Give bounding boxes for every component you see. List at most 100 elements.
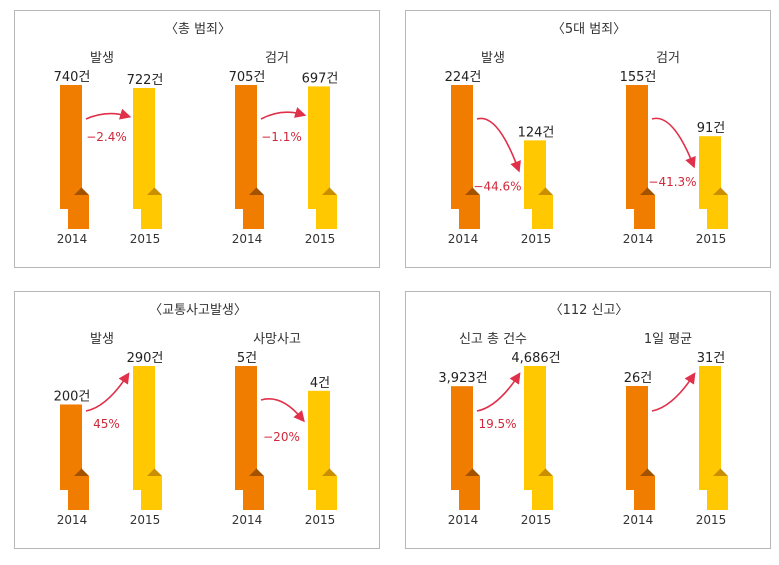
change-arrow xyxy=(85,372,130,412)
panel-112-reports: 〈112 신고〉 신고 총 건수 3,923건 2014 4,686건 2015 19.5%… xyxy=(405,291,771,549)
year-label: 2014 xyxy=(448,232,479,246)
change-percent: −2.4% xyxy=(86,130,127,144)
bar-tab-fold xyxy=(155,469,162,476)
year-label: 2014 xyxy=(623,513,654,527)
chart-title: 〈112 신고〉 xyxy=(550,303,629,318)
bar-2015 xyxy=(308,390,330,490)
bar-fold xyxy=(538,468,546,476)
bar-2014 xyxy=(60,85,82,209)
bar-tab xyxy=(634,476,655,510)
year-label: 2015 xyxy=(305,232,336,246)
bar-2015 xyxy=(308,86,330,209)
bar-fold xyxy=(74,468,82,476)
value-label: 26건 xyxy=(624,371,653,386)
bar-tab-fold xyxy=(330,188,337,195)
year-label: 2014 xyxy=(623,232,654,246)
bar-fold xyxy=(713,187,721,195)
change-percent: 19.5% xyxy=(478,417,516,431)
group-subtitle: 신고 총 건수 xyxy=(459,332,527,347)
bar-2015 xyxy=(699,136,721,209)
chart-title: 〈교통사고발생〉 xyxy=(149,303,247,318)
change-percent: −1.1% xyxy=(261,130,302,144)
value-label: 200건 xyxy=(54,389,91,404)
bar-fold xyxy=(249,187,257,195)
value-label: 124건 xyxy=(518,125,555,140)
bar-fold xyxy=(465,468,473,476)
panel-five-major-crimes: 〈5대 범죄〉 발생 224건 2014 124건 2015 −44.6% 검거 155건 201… xyxy=(405,10,771,268)
group-subtitle: 검거 xyxy=(265,51,289,66)
bar-2015 xyxy=(524,366,546,490)
bar-2014 xyxy=(235,366,257,490)
bar-tab-fold xyxy=(82,188,89,195)
bar-tab xyxy=(707,195,728,229)
bar-tab xyxy=(68,195,89,229)
bar-tab xyxy=(316,195,337,229)
change-arrow xyxy=(476,372,521,412)
bar-tab-fold xyxy=(721,469,728,476)
bar-tab-fold xyxy=(155,188,162,195)
value-label: 224건 xyxy=(445,70,482,85)
bar-2015 xyxy=(699,366,721,490)
bar-fold xyxy=(249,468,257,476)
value-label: 4,686건 xyxy=(511,351,560,366)
change-arrow xyxy=(476,117,521,173)
bar-fold xyxy=(147,187,155,195)
year-label: 2014 xyxy=(57,232,88,246)
change-percent: −41.3% xyxy=(648,175,696,189)
bar-tab xyxy=(459,476,480,510)
change-arrow xyxy=(85,108,132,120)
group-subtitle: 검거 xyxy=(656,51,680,66)
year-label: 2015 xyxy=(130,232,161,246)
bar-tab-fold xyxy=(330,469,337,476)
group-subtitle: 1일 평균 xyxy=(644,332,692,347)
year-label: 2015 xyxy=(521,232,552,246)
value-label: 155건 xyxy=(620,70,657,85)
bar-fold xyxy=(322,468,330,476)
bar-tab xyxy=(141,195,162,229)
bar-tab xyxy=(141,476,162,510)
bar-fold xyxy=(640,468,648,476)
year-label: 2015 xyxy=(305,513,336,527)
bar-fold xyxy=(713,468,721,476)
chart-title: 〈5대 범죄〉 xyxy=(552,22,626,37)
bar-tab xyxy=(634,195,655,229)
bar-2014 xyxy=(451,85,473,209)
bar-tab xyxy=(316,476,337,510)
bar-fold xyxy=(538,187,546,195)
chart-svg: 〈5대 범죄〉 발생 224건 2014 124건 2015 −44.6% 검거 155건 201… xyxy=(445,22,728,246)
bar-tab xyxy=(707,476,728,510)
value-label: 5건 xyxy=(237,351,257,366)
chart-title: 〈총 범죄〉 xyxy=(165,22,231,37)
bar-tab xyxy=(243,476,264,510)
bar-tab xyxy=(243,195,264,229)
bar-fold xyxy=(465,187,473,195)
bar-fold xyxy=(74,187,82,195)
bar-tab-fold xyxy=(721,188,728,195)
bar-2015 xyxy=(524,140,546,209)
bar-tab-fold xyxy=(257,469,264,476)
panel-traffic-accidents: 〈교통사고발생〉 발생 200건 2014 290건 2015 45% 사망사고 5건 2014 4… xyxy=(14,291,380,549)
bar-tab xyxy=(459,195,480,229)
year-label: 2014 xyxy=(448,513,479,527)
value-label: 740건 xyxy=(54,70,91,85)
bar-tab-fold xyxy=(257,188,264,195)
bar-tab xyxy=(532,476,553,510)
bar-2014 xyxy=(626,85,648,209)
value-label: 697건 xyxy=(302,71,339,86)
bar-tab-fold xyxy=(82,469,89,476)
bar-2014 xyxy=(60,404,82,490)
change-percent: −44.6% xyxy=(473,179,521,193)
year-label: 2015 xyxy=(130,513,161,527)
bar-tab-fold xyxy=(473,188,480,195)
group-subtitle: 사망사고 xyxy=(253,332,301,347)
value-label: 722건 xyxy=(127,73,164,88)
bar-fold xyxy=(640,187,648,195)
panel-total-crime: 〈총 범죄〉 발생 740건 2014 722건 2015 −2.4% 검거 705건 2014 6… xyxy=(14,10,380,268)
change-arrow xyxy=(651,372,696,412)
change-arrow xyxy=(651,117,696,169)
value-label: 4건 xyxy=(310,376,330,391)
bar-tab-fold xyxy=(473,469,480,476)
bar-2015 xyxy=(133,366,155,490)
group-subtitle: 발생 xyxy=(90,332,114,347)
value-label: 3,923건 xyxy=(438,371,487,386)
